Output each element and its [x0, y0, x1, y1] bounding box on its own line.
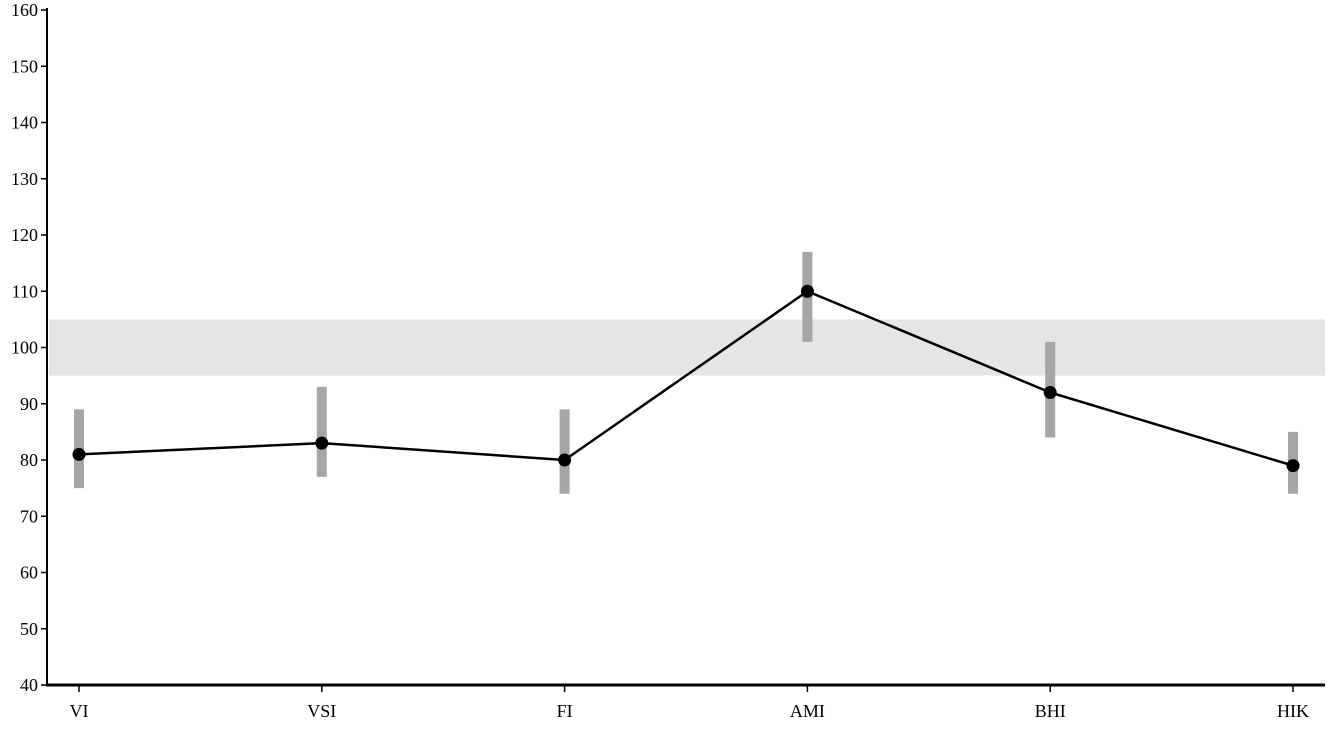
x-tick-label-hik: HIK [1277, 701, 1309, 721]
error-bar-fi [559, 409, 570, 494]
data-point-fi [558, 453, 572, 467]
x-tick-label-vsi: VSI [307, 701, 336, 721]
error-bar-vsi [316, 386, 327, 477]
y-tick-label-100: 100 [11, 338, 38, 358]
x-tick-label-vi: VI [70, 701, 89, 721]
y-tick-label-160: 160 [11, 0, 38, 20]
data-point-vi [72, 447, 86, 461]
series-line-layer [78, 290, 1294, 467]
data-point-vsi [315, 436, 329, 450]
data-point-ami [800, 284, 814, 298]
x-axis-ticks: VI VSI FI AMI BHI HIK [70, 685, 1309, 721]
x-tick-label-bhi: BHI [1035, 701, 1066, 721]
y-tick-label-120: 120 [11, 225, 38, 245]
data-point-bhi [1043, 386, 1057, 399]
reference-band-layer [49, 319, 1325, 376]
y-tick-label-60: 60 [20, 563, 38, 583]
y-tick-label-70: 70 [20, 506, 38, 526]
y-axis-ticks: 40 50 60 70 80 90 100 110 120 130 140 150 160 [11, 0, 47, 695]
y-tick-label-130: 130 [11, 169, 38, 189]
y-tick-label-50: 50 [20, 619, 38, 639]
x-tick-label-fi: FI [557, 701, 573, 721]
y-tick-label-90: 90 [20, 394, 38, 414]
y-tick-label-40: 40 [20, 675, 38, 695]
y-tick-label-150: 150 [11, 56, 38, 76]
reference-band [49, 319, 1325, 376]
y-tick-label-80: 80 [20, 450, 38, 470]
y-tick-label-140: 140 [11, 113, 38, 133]
data-point-hik [1286, 459, 1300, 473]
data-point-layer [72, 284, 1300, 473]
series-line [78, 290, 1294, 467]
x-tick-label-ami: AMI [790, 701, 825, 721]
y-tick-label-110: 110 [12, 281, 38, 301]
